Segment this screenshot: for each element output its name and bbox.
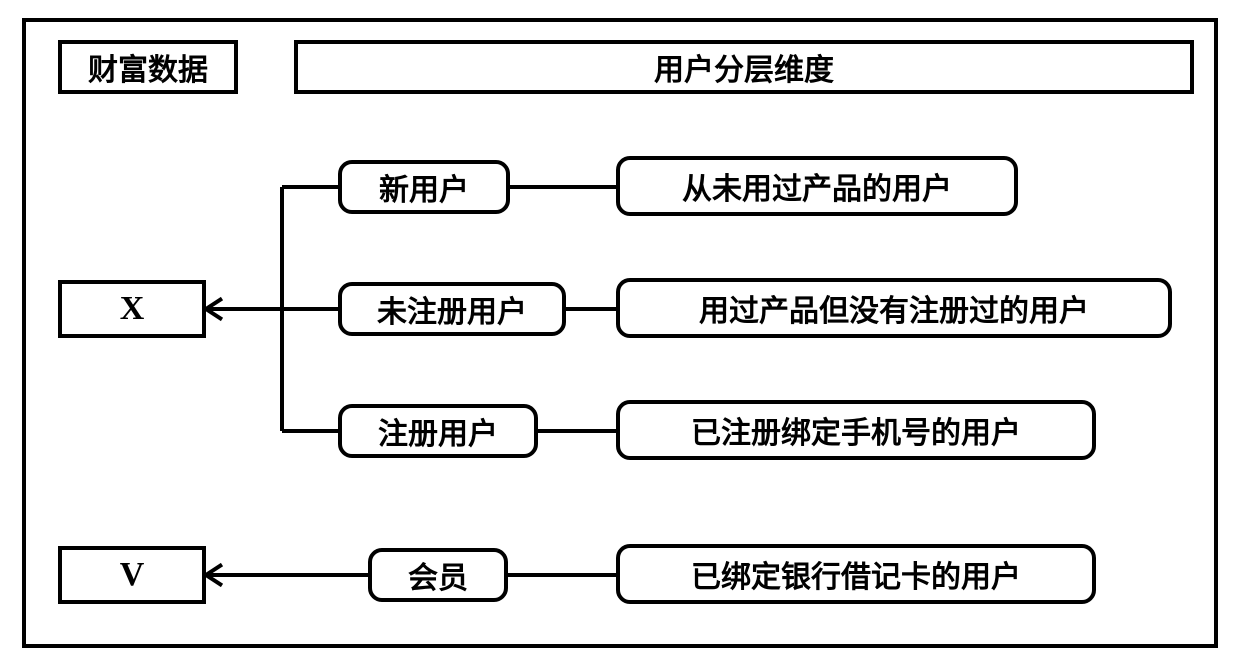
node-v-label: V xyxy=(120,556,145,594)
header-user-dimension-label: 用户分层维度 xyxy=(654,45,834,89)
category-new-user: 新用户 xyxy=(338,160,510,214)
header-wealth-data: 财富数据 xyxy=(58,40,238,94)
desc-unregistered-user: 用过产品但没有注册过的用户 xyxy=(616,278,1172,338)
node-x-label: X xyxy=(120,290,145,328)
category-registered-user: 注册用户 xyxy=(338,404,538,458)
header-wealth-data-label: 财富数据 xyxy=(88,45,208,89)
category-member: 会员 xyxy=(368,548,508,602)
category-registered-user-label: 注册用户 xyxy=(378,409,498,453)
diagram-canvas: 财富数据 用户分层维度 X V 新用户 未注册用户 注册用户 会员 从未用过产品… xyxy=(0,0,1240,665)
category-unregistered-user: 未注册用户 xyxy=(338,282,566,336)
desc-registered-user-label: 已注册绑定手机号的用户 xyxy=(691,408,1021,452)
category-member-label: 会员 xyxy=(408,553,468,597)
desc-registered-user: 已注册绑定手机号的用户 xyxy=(616,400,1096,460)
desc-member: 已绑定银行借记卡的用户 xyxy=(616,544,1096,604)
node-v: V xyxy=(58,546,206,604)
header-user-dimension: 用户分层维度 xyxy=(294,40,1194,94)
category-unregistered-user-label: 未注册用户 xyxy=(377,287,527,331)
category-new-user-label: 新用户 xyxy=(379,165,469,209)
desc-new-user-label: 从未用过产品的用户 xyxy=(682,164,952,208)
node-x: X xyxy=(58,280,206,338)
desc-unregistered-user-label: 用过产品但没有注册过的用户 xyxy=(699,286,1089,330)
desc-member-label: 已绑定银行借记卡的用户 xyxy=(691,552,1021,596)
desc-new-user: 从未用过产品的用户 xyxy=(616,156,1018,216)
